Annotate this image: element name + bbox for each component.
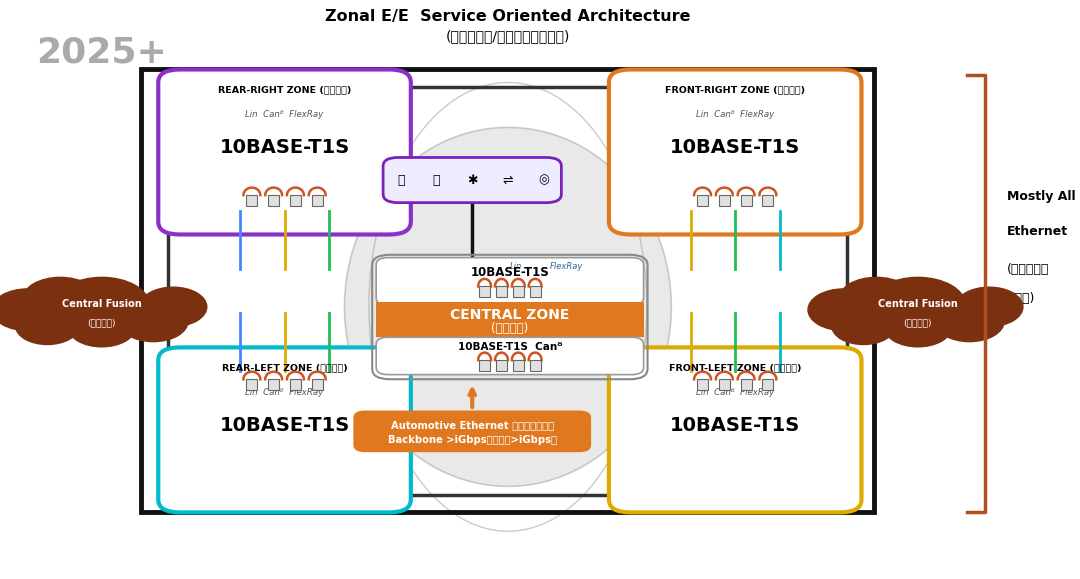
Text: 10BASE-T1S: 10BASE-T1S bbox=[670, 138, 800, 157]
Bar bbox=[291, 195, 301, 206]
Text: FRONT-LEFT ZONE (左前区域): FRONT-LEFT ZONE (左前区域) bbox=[669, 364, 801, 373]
FancyBboxPatch shape bbox=[353, 411, 591, 452]
Bar bbox=[741, 195, 752, 206]
Circle shape bbox=[956, 287, 1023, 327]
Text: Lin: Lin bbox=[510, 262, 522, 272]
Circle shape bbox=[808, 289, 879, 331]
FancyBboxPatch shape bbox=[159, 347, 410, 512]
Bar bbox=[496, 360, 507, 371]
Text: 10BASE-T1S: 10BASE-T1S bbox=[219, 138, 350, 157]
Text: Backbone >iGbps（主干网>iGbps）: Backbone >iGbps（主干网>iGbps） bbox=[388, 435, 556, 445]
Circle shape bbox=[935, 301, 1004, 342]
Text: 10BASE-T1S: 10BASE-T1S bbox=[471, 266, 550, 279]
Text: Zonal E/E  Service Oriented Architecture: Zonal E/E Service Oriented Architecture bbox=[325, 9, 690, 24]
Ellipse shape bbox=[345, 127, 672, 486]
FancyBboxPatch shape bbox=[376, 258, 644, 305]
Bar bbox=[719, 195, 730, 206]
Circle shape bbox=[870, 277, 966, 333]
Bar bbox=[376, 302, 644, 337]
Text: (主要的所有: (主要的所有 bbox=[1007, 263, 1050, 276]
Bar bbox=[480, 287, 490, 297]
Bar bbox=[762, 379, 773, 390]
FancyBboxPatch shape bbox=[609, 69, 862, 234]
Text: FRONT-RIGHT ZONE (右前区域): FRONT-RIGHT ZONE (右前区域) bbox=[665, 86, 806, 95]
Circle shape bbox=[832, 307, 895, 345]
Bar bbox=[141, 69, 875, 512]
Text: (中央融合): (中央融合) bbox=[904, 318, 932, 327]
Text: 10BASE-T1S  Canᴽ: 10BASE-T1S Canᴽ bbox=[458, 342, 562, 352]
Text: Central Fusion: Central Fusion bbox=[878, 299, 958, 309]
FancyBboxPatch shape bbox=[609, 347, 862, 512]
Bar bbox=[291, 379, 301, 390]
Text: Ethernet: Ethernet bbox=[1007, 225, 1068, 238]
Circle shape bbox=[119, 301, 188, 342]
Text: 🚗: 🚗 bbox=[397, 174, 405, 186]
FancyBboxPatch shape bbox=[383, 157, 562, 203]
Text: Lin  Canᴽ  FlexRay: Lin Canᴽ FlexRay bbox=[245, 388, 324, 397]
Bar bbox=[513, 287, 524, 297]
Bar bbox=[268, 195, 279, 206]
Text: Automotive Ethernet （汽车以太网）: Automotive Ethernet （汽车以太网） bbox=[391, 420, 554, 431]
Text: Lin  Canᴽ  FlexRay: Lin Canᴽ FlexRay bbox=[697, 388, 774, 397]
Text: CENTRAL ZONE: CENTRAL ZONE bbox=[450, 308, 569, 323]
Text: 📶: 📶 bbox=[433, 174, 441, 186]
Bar bbox=[312, 379, 323, 390]
Text: Lin  Canᴽ  FlexRay: Lin Canᴽ FlexRay bbox=[245, 110, 324, 119]
Text: 10BASE-T1S: 10BASE-T1S bbox=[219, 416, 350, 435]
Bar bbox=[719, 379, 730, 390]
Circle shape bbox=[54, 277, 149, 333]
Text: Central Fusion: Central Fusion bbox=[62, 299, 141, 309]
FancyBboxPatch shape bbox=[376, 337, 644, 375]
Text: REAR-LEFT ZONE (左后区域): REAR-LEFT ZONE (左后区域) bbox=[221, 364, 348, 373]
Text: ✱: ✱ bbox=[467, 174, 477, 186]
Bar bbox=[168, 87, 847, 495]
Bar bbox=[529, 360, 541, 371]
Bar bbox=[697, 379, 708, 390]
Circle shape bbox=[0, 289, 63, 331]
Text: (区域化电气/电子面向服务架构): (区域化电气/电子面向服务架构) bbox=[446, 29, 570, 43]
Bar bbox=[697, 195, 708, 206]
Bar bbox=[741, 379, 752, 390]
Circle shape bbox=[839, 277, 914, 321]
Text: Mostly All: Mostly All bbox=[1007, 190, 1076, 203]
Text: (中央融合): (中央融合) bbox=[87, 318, 116, 327]
Bar bbox=[513, 360, 524, 371]
Text: (中心地带): (中心地带) bbox=[491, 322, 528, 335]
Text: 2025+: 2025+ bbox=[37, 35, 167, 69]
Text: ◎: ◎ bbox=[538, 174, 549, 186]
Bar bbox=[496, 287, 507, 297]
Text: Lin  Canᴽ  FlexRay: Lin Canᴽ FlexRay bbox=[697, 110, 774, 119]
Text: ⇌: ⇌ bbox=[502, 174, 513, 186]
Text: 10BASE-T1S: 10BASE-T1S bbox=[670, 416, 800, 435]
Bar bbox=[246, 379, 257, 390]
Bar bbox=[246, 195, 257, 206]
Text: FlexRay: FlexRay bbox=[550, 262, 583, 272]
Text: 以太网): 以太网) bbox=[1007, 292, 1035, 305]
Bar bbox=[762, 195, 773, 206]
Text: REAR-RIGHT ZONE (右后区域): REAR-RIGHT ZONE (右后区域) bbox=[218, 86, 351, 95]
Bar bbox=[480, 360, 490, 371]
FancyBboxPatch shape bbox=[159, 69, 410, 234]
Circle shape bbox=[23, 277, 98, 321]
Circle shape bbox=[15, 307, 79, 345]
Circle shape bbox=[68, 307, 135, 347]
Circle shape bbox=[885, 307, 951, 347]
Bar bbox=[268, 379, 279, 390]
Circle shape bbox=[139, 287, 206, 327]
Bar bbox=[529, 287, 541, 297]
Bar bbox=[312, 195, 323, 206]
